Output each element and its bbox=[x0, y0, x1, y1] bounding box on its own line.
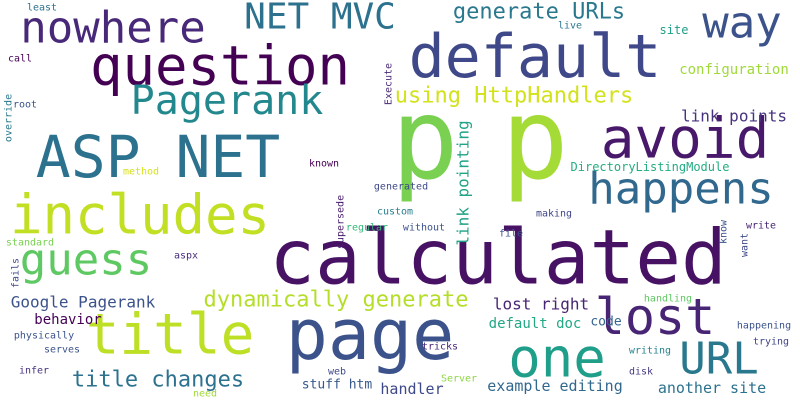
word-configuration: configuration bbox=[679, 62, 789, 78]
word-custom: custom bbox=[377, 207, 413, 218]
word-happens: happens bbox=[588, 164, 773, 215]
word-tricks: tricks bbox=[422, 342, 458, 353]
word-writing: writing bbox=[629, 346, 671, 357]
word-one: one bbox=[508, 327, 606, 390]
word-site: site bbox=[660, 23, 689, 37]
word-serves: serves bbox=[44, 345, 80, 356]
word-regular: regular bbox=[346, 223, 388, 234]
word-write: write bbox=[746, 221, 776, 232]
word-p: p bbox=[501, 75, 568, 205]
word-physically: physically bbox=[14, 331, 74, 342]
word-title-changes: title changes bbox=[72, 368, 244, 393]
word-example-editing: example editing bbox=[487, 377, 622, 395]
word-link-points: link points bbox=[681, 107, 787, 126]
word-handler: handler bbox=[380, 380, 443, 398]
word-title: title bbox=[86, 303, 255, 368]
word-infer: infer bbox=[19, 366, 49, 377]
word-standard: standard bbox=[6, 238, 54, 249]
word-includes: includes bbox=[10, 184, 270, 247]
word-least: least bbox=[27, 3, 57, 14]
word-behavior: behavior bbox=[34, 312, 101, 328]
word-supersede: supersede bbox=[336, 195, 347, 249]
word-known: known bbox=[309, 159, 339, 170]
word-nowhere: nowhere bbox=[20, 3, 205, 54]
word-question: question bbox=[90, 35, 350, 98]
word-making: making bbox=[536, 209, 572, 220]
word-stuff-htm: stuff htm bbox=[302, 378, 373, 393]
word-directorylistingmodule: DirectoryListingModule bbox=[571, 160, 730, 174]
word-fails: fails bbox=[11, 258, 22, 288]
word-link-pointing: link pointing bbox=[454, 120, 473, 245]
word-generate-urls: generate URLs bbox=[453, 0, 625, 25]
word-execute: Execute bbox=[384, 63, 395, 105]
word-calculated: calculated bbox=[269, 213, 727, 302]
word-disk: disk bbox=[629, 367, 653, 378]
word-live: live bbox=[558, 21, 582, 32]
word-default: default bbox=[409, 22, 662, 92]
word-default-doc: default doc bbox=[489, 316, 582, 332]
word-net-mvc: NET MVC bbox=[244, 0, 396, 38]
word-know: know bbox=[719, 219, 730, 244]
word-override: override bbox=[4, 94, 15, 142]
word-handling: handling bbox=[644, 294, 692, 305]
word-lost: lost bbox=[595, 288, 715, 346]
word-using-httphandlers: using HttpHandlers bbox=[395, 84, 633, 109]
word-happening: happening bbox=[737, 321, 791, 332]
word-another-site: another site bbox=[658, 379, 766, 397]
word-pagerank: Pagerank bbox=[131, 78, 324, 124]
word-lost-right: lost right bbox=[493, 295, 589, 314]
word-want: want bbox=[740, 233, 751, 257]
word-call: call bbox=[8, 54, 32, 65]
word-google-pagerank: Google Pagerank bbox=[11, 293, 156, 312]
word-aspx: aspx bbox=[174, 251, 198, 262]
word-page: page bbox=[286, 294, 455, 376]
word-web: web bbox=[328, 367, 346, 378]
word-asp-net: ASP NET bbox=[36, 123, 280, 191]
word-root: root bbox=[13, 100, 37, 111]
word-file: file bbox=[499, 229, 523, 240]
word-url: URL bbox=[679, 334, 758, 385]
word-guess: guess bbox=[20, 235, 152, 286]
word-without: without bbox=[403, 223, 445, 234]
word-avoid: avoid bbox=[601, 107, 770, 172]
word-dynamically-generate: dynamically generate bbox=[204, 288, 469, 313]
word-way: way bbox=[702, 0, 781, 49]
word-method: method bbox=[123, 167, 159, 178]
word-p: p bbox=[391, 75, 458, 205]
word-need: need bbox=[193, 389, 217, 400]
word-server: Server bbox=[441, 374, 477, 385]
word-code: code bbox=[590, 315, 621, 330]
word-generated: generated bbox=[374, 182, 428, 193]
word-trying: trying bbox=[753, 337, 789, 348]
